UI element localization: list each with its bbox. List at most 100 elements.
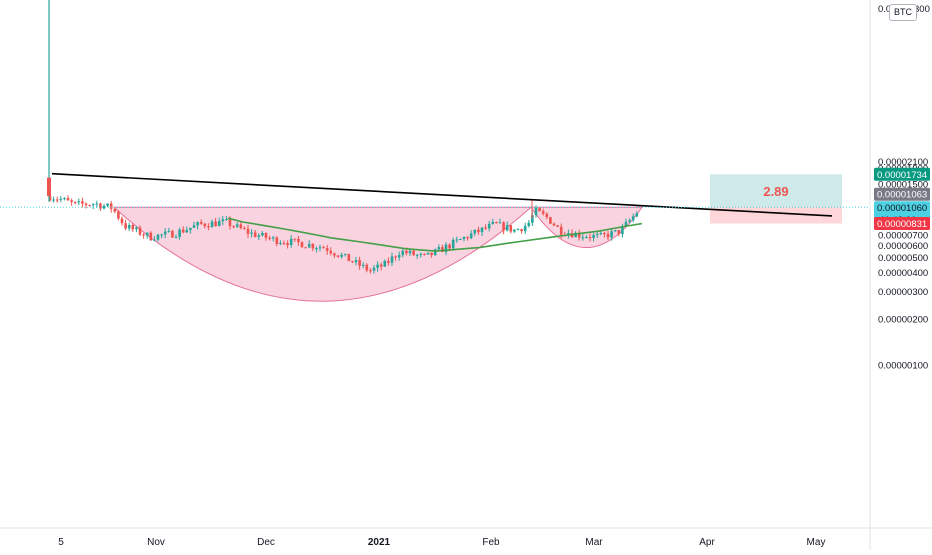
- candle-body: [541, 211, 545, 214]
- last-price-text: 0.00001060: [877, 203, 927, 214]
- candle-body: [477, 229, 480, 233]
- candle-body: [120, 218, 124, 224]
- candle-body: [333, 253, 336, 256]
- candle-body: [315, 248, 318, 250]
- candle-body: [347, 253, 351, 262]
- candle-body: [322, 247, 325, 249]
- candle-body: [153, 239, 156, 241]
- candle-body: [145, 232, 149, 236]
- candle-body: [160, 234, 163, 236]
- candle-body: [275, 237, 279, 245]
- candle-body: [135, 227, 138, 230]
- candle-body: [617, 230, 621, 235]
- candle-body: [599, 233, 603, 235]
- candle-body: [196, 222, 199, 226]
- candle-body: [405, 250, 408, 254]
- candle-body: [621, 226, 624, 235]
- candle-body: [610, 231, 613, 238]
- candle-body: [99, 203, 102, 209]
- candle-body: [426, 252, 430, 255]
- time-axis[interactable]: 5 Nov Dec 2021 Feb Mar Apr May: [58, 537, 825, 548]
- candle-body: [207, 226, 210, 228]
- prev-close-badge-text: 0.00001063: [877, 190, 927, 201]
- time-tick-label: Feb: [482, 537, 500, 548]
- candle-body: [282, 243, 286, 245]
- candle-body: [300, 242, 304, 248]
- candle-body: [545, 213, 549, 218]
- candle-body: [484, 227, 487, 229]
- cup-and-handle-pattern[interactable]: [112, 206, 643, 302]
- candle-body: [325, 248, 329, 251]
- candle-body: [117, 211, 120, 219]
- candle-body: [559, 226, 563, 235]
- candle-body: [415, 254, 419, 256]
- candle-body: [502, 222, 505, 231]
- candle-body: [199, 222, 203, 224]
- candle-body: [516, 229, 520, 231]
- candle-body: [102, 205, 106, 209]
- candle-body: [538, 208, 541, 212]
- candle-body: [73, 201, 77, 203]
- candle-body: [127, 225, 131, 229]
- candle-body: [88, 205, 91, 207]
- candle-body: [289, 238, 293, 246]
- candle-body: [243, 228, 246, 230]
- stop-price-badge-text: 0.00000831: [877, 219, 927, 230]
- ma-path: [227, 217, 643, 252]
- candle-body: [444, 244, 448, 252]
- price-tick-label: 0.00000700: [878, 230, 928, 241]
- candle-body: [369, 270, 372, 272]
- candle-body: [451, 239, 455, 249]
- candle-body: [336, 255, 340, 257]
- candle-body: [585, 237, 588, 239]
- candle-body: [343, 253, 347, 255]
- candle-body: [271, 237, 275, 239]
- candle-body: [131, 225, 135, 230]
- currency-badge[interactable]: BTC: [889, 4, 917, 21]
- candle-body: [523, 225, 527, 232]
- candle-body: [48, 196, 52, 201]
- candle-body: [412, 250, 415, 256]
- candle-body: [498, 222, 502, 224]
- candle-body: [192, 225, 196, 228]
- candle-body: [635, 213, 639, 217]
- candle-body: [509, 225, 513, 232]
- candle-body: [513, 229, 516, 232]
- candle-body: [210, 221, 214, 228]
- candle-body: [232, 226, 235, 228]
- candle-body: [549, 217, 552, 224]
- candle-body: [203, 223, 207, 227]
- candle-body: [246, 228, 250, 234]
- time-tick-label: Nov: [147, 537, 165, 548]
- candle-body: [253, 232, 257, 237]
- spike-candle: [47, 177, 51, 197]
- candle-body: [433, 249, 437, 256]
- candle-body: [235, 224, 239, 227]
- candle-body: [261, 232, 264, 236]
- candle-body: [142, 234, 145, 236]
- candle-body: [556, 225, 559, 227]
- candle-body: [63, 198, 66, 200]
- candle-body: [318, 247, 322, 249]
- trendline[interactable]: [51, 172, 833, 217]
- price-tick-label: 0.00000100: [878, 361, 928, 372]
- candle-body: [228, 219, 232, 227]
- candle-body: [84, 203, 88, 206]
- price-tick-label: 0.00002100: [878, 157, 928, 168]
- target-price-badge: [874, 167, 930, 181]
- candle-body: [70, 200, 73, 202]
- candle-body: [286, 243, 289, 246]
- candle-body: [574, 232, 577, 238]
- candle-body: [372, 267, 376, 271]
- candle-body: [124, 223, 127, 229]
- candle-body: [588, 237, 592, 239]
- candle-body: [257, 235, 261, 237]
- candle-body: [624, 221, 628, 227]
- candle-body: [408, 250, 412, 254]
- moving-average-line: [227, 217, 643, 252]
- candle-body: [189, 227, 192, 231]
- candle-body: [441, 247, 444, 252]
- candle-body: [423, 253, 426, 255]
